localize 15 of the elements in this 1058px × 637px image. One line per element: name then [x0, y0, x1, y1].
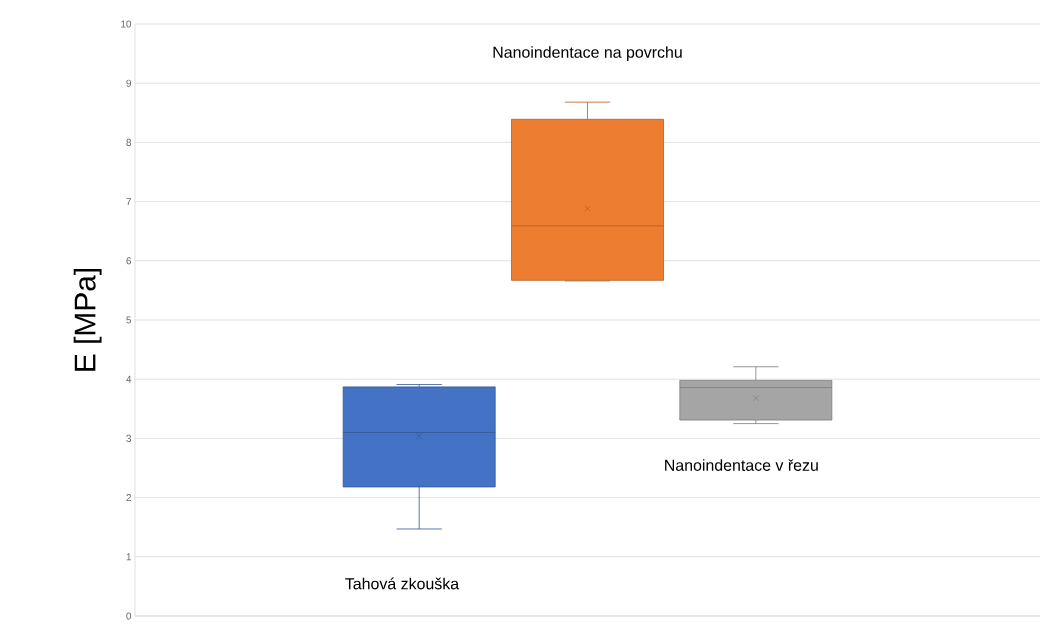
y-axis-title: E [MPa] [73, 269, 102, 371]
y-tick-label: 5 [126, 316, 132, 324]
y-tick-label: 9 [126, 79, 132, 87]
y-tick-label: 1 [126, 553, 131, 561]
y-tick-label: 0 [126, 612, 132, 620]
y-tick-label: 2 [126, 494, 131, 502]
y-tick-label: 8 [126, 138, 132, 146]
annotation: Tahová zkouška [345, 577, 460, 590]
y-tick-label: 7 [126, 198, 131, 206]
y-tick-label: 4 [126, 375, 132, 383]
annotation: Nanoindentace na povrchu [493, 46, 682, 62]
y-tick-label: 10 [121, 20, 132, 28]
annotation: Nanoindentace v řezu [665, 459, 818, 471]
y-tick-label: 6 [126, 257, 132, 265]
y-tick-label: 3 [126, 434, 132, 442]
